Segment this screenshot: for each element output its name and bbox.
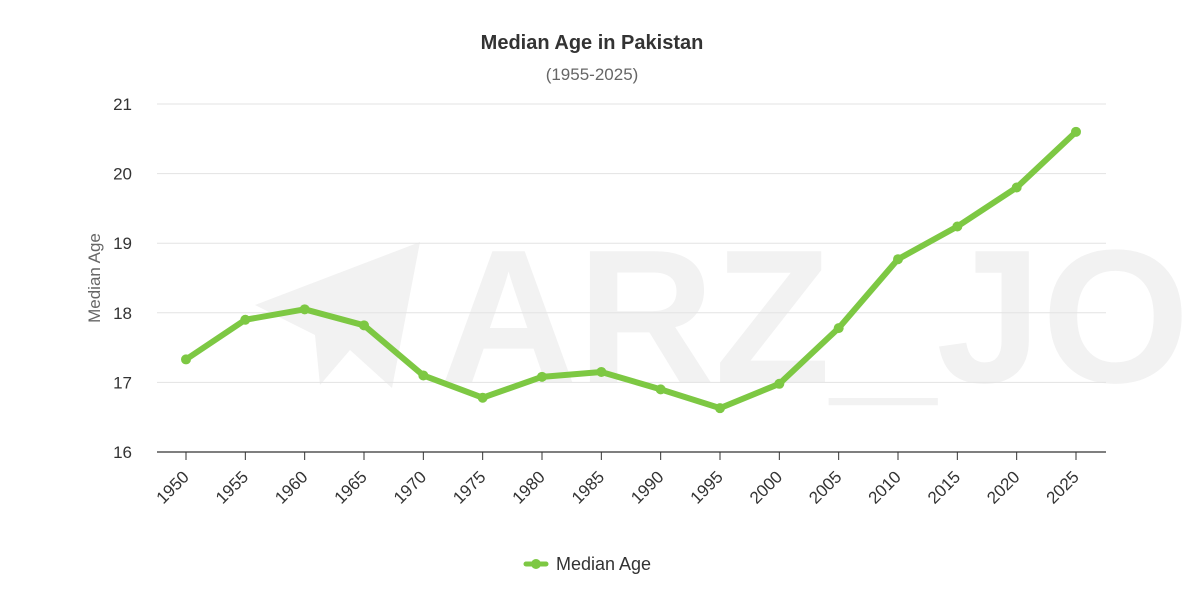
x-tick-label: 1995: [687, 467, 727, 507]
y-tick-label: 19: [113, 234, 132, 253]
x-tick-label: 1950: [153, 467, 193, 507]
data-point[interactable]: [418, 370, 429, 381]
watermark: ARZ_JO: [255, 211, 1190, 423]
watermark-text: ARZ_JO: [440, 211, 1190, 423]
data-point[interactable]: [299, 304, 310, 315]
y-tick-label: 20: [113, 165, 132, 184]
data-point[interactable]: [952, 221, 963, 232]
chart-subtitle: (1955-2025): [546, 65, 639, 84]
x-tick-label: 2025: [1043, 467, 1083, 507]
data-point[interactable]: [181, 354, 191, 365]
data-point[interactable]: [477, 392, 488, 403]
x-tick-label: 1980: [509, 467, 549, 507]
data-point[interactable]: [596, 366, 607, 377]
data-point[interactable]: [715, 403, 725, 414]
x-tick-label: 1965: [331, 467, 371, 507]
data-point[interactable]: [833, 323, 844, 334]
x-tick-label: 1960: [271, 467, 311, 507]
y-tick-label: 18: [113, 304, 132, 323]
data-point[interactable]: [893, 254, 903, 265]
legend-marker-icon: [531, 559, 541, 569]
x-tick-label: 2000: [746, 467, 786, 507]
data-point[interactable]: [655, 384, 666, 395]
data-point[interactable]: [1011, 182, 1022, 193]
data-point[interactable]: [774, 378, 785, 389]
y-tick-label: 17: [113, 373, 132, 392]
x-tick-label: 1970: [390, 467, 430, 507]
legend[interactable]: Median Age: [523, 554, 651, 574]
x-tick-label: 1990: [627, 467, 667, 507]
chart-title: Median Age in Pakistan: [481, 32, 704, 54]
data-point[interactable]: [1071, 126, 1081, 137]
data-point[interactable]: [359, 320, 369, 331]
data-point[interactable]: [240, 314, 251, 325]
x-tick-label: 1955: [212, 467, 252, 507]
x-tick-label: 2010: [865, 467, 905, 507]
series-line[interactable]: [183, 128, 1079, 412]
y-axis-label: Median Age: [85, 233, 104, 323]
y-tick-label: 21: [113, 95, 132, 114]
x-axis-ticks: 1950 1955 1960 1965 1970 1975 1980 1985 1990 1995…: [153, 452, 1083, 508]
legend-label: Median Age: [556, 554, 651, 574]
series-layer: [181, 126, 1081, 414]
y-tick-label: 16: [113, 443, 132, 462]
x-tick-label: 2015: [924, 467, 964, 507]
x-tick-label: 1985: [568, 467, 608, 507]
x-tick-label: 2020: [983, 467, 1023, 507]
paper-plane-icon: [255, 242, 420, 388]
x-tick-label: 2005: [805, 467, 845, 507]
y-axis-ticks: 16 17 18 19 20 21: [113, 95, 132, 462]
data-point[interactable]: [537, 371, 547, 382]
x-tick-label: 1975: [449, 467, 489, 507]
